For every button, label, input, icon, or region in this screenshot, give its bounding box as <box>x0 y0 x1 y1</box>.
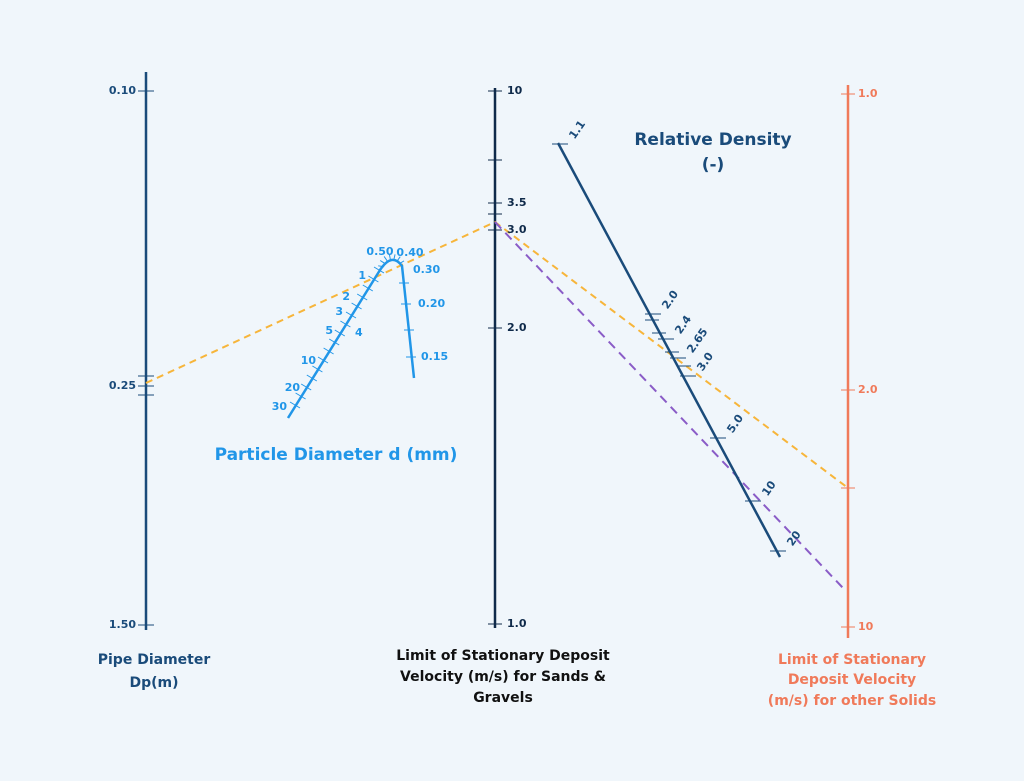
axis-title: Limit of Stationary <box>778 652 926 668</box>
curve-tick <box>378 265 385 268</box>
curve-tick <box>396 256 401 262</box>
axis-title: Deposit Velocity <box>788 672 916 688</box>
curve-tick <box>388 254 391 261</box>
curve-tick <box>393 254 396 261</box>
axis-title: (m/s) for other Solids <box>768 693 936 709</box>
relative-density-scale <box>556 142 782 558</box>
tick-label: 0.20 <box>418 297 445 310</box>
curve-tick <box>323 347 334 355</box>
tick-label: 1.50 <box>109 618 136 631</box>
tick-label: 0.15 <box>421 350 448 363</box>
other-ticks <box>841 93 855 628</box>
tick-label: 3.5 <box>507 196 527 209</box>
tick-label: 4 <box>355 326 363 339</box>
curve-tick <box>356 293 368 301</box>
curve-tick <box>334 329 346 337</box>
tick-label: 5 <box>325 324 333 337</box>
curve-tick <box>300 383 312 391</box>
tick-label: 1.0 <box>858 87 878 100</box>
tick-label: 1.1 <box>566 118 588 141</box>
curve-tick <box>398 260 405 265</box>
tick-label: 20 <box>285 381 301 394</box>
curve-tick <box>379 260 386 265</box>
curve-tick <box>295 392 306 400</box>
curve-tick <box>362 284 374 292</box>
tick-label: 0.10 <box>109 84 136 97</box>
curve-tick <box>306 374 318 382</box>
scale-ticks <box>289 143 786 552</box>
sands-ticks <box>488 90 502 625</box>
curve-tick <box>345 311 357 319</box>
curve-tick <box>289 401 301 409</box>
density-title: (-) <box>702 155 725 175</box>
tick-label: 30 <box>272 400 288 413</box>
tick-label: 3.0 <box>694 350 716 374</box>
tick-label: 0.25 <box>109 379 136 392</box>
tick-label: 10 <box>759 478 779 498</box>
curve-tick <box>340 320 351 328</box>
tick-label: 2.0 <box>659 288 681 312</box>
axis-title: Velocity (m/s) for Sands & <box>400 669 606 685</box>
density-title: Relative Density <box>634 130 791 150</box>
tick-label: 10 <box>507 84 523 97</box>
tick-label: 1 <box>358 269 366 282</box>
tick-label: 5.0 <box>724 412 746 436</box>
tick-label: 2.0 <box>507 321 527 334</box>
axis-title: Limit of Stationary Deposit <box>396 648 610 664</box>
tick-label: 10 <box>301 354 317 367</box>
curve-tick <box>373 266 385 274</box>
purple-dashed-line <box>494 221 844 589</box>
curve-tick <box>383 256 388 262</box>
tick-label: 1.0 <box>507 617 527 630</box>
tick-label: 2.4 <box>672 313 694 337</box>
curve-tick <box>351 302 362 310</box>
curve-tick <box>312 365 323 373</box>
tick-label: 2 <box>342 290 350 303</box>
tick-label: 10 <box>858 620 874 633</box>
tick-label: 20 <box>784 528 804 548</box>
curve-tick <box>317 356 329 364</box>
tick-label: 0.30 <box>413 263 440 276</box>
curve-tick <box>328 338 340 346</box>
tick-label: 0.50 <box>366 245 393 258</box>
particle-diameter-curve <box>286 258 416 419</box>
curve-tick <box>368 275 379 283</box>
tick-label: 3 <box>335 305 343 318</box>
tick-label: 0.40 <box>396 246 423 259</box>
axis-title: Dp(m) <box>129 675 178 691</box>
tick-label: 2.0 <box>858 383 878 396</box>
tick-label: 3.0 <box>507 223 527 236</box>
axis-title: Gravels <box>473 690 533 706</box>
axis-title: Pipe Diameter <box>98 652 211 668</box>
particle-title: Particle Diameter d (mm) <box>215 445 458 465</box>
pipe-ticks <box>138 90 154 626</box>
